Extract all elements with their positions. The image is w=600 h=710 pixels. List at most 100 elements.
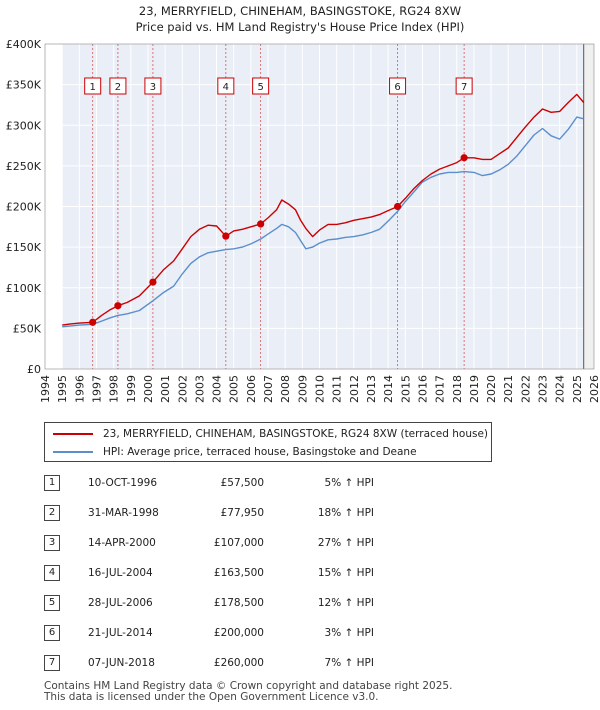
sale-number-box: [84, 77, 102, 95]
sale-point: [393, 202, 402, 211]
hpi-change: 27% ↑ HPI: [317, 537, 374, 549]
sale-number-label: 7: [461, 82, 467, 93]
sale-number-box: [455, 77, 473, 95]
sale-price: £107,000: [213, 537, 264, 549]
marker-number: 7: [44, 655, 60, 671]
x-tick-label: 2000: [142, 375, 155, 403]
marker-number: 1: [44, 475, 60, 491]
x-tick-label: 1994: [39, 375, 52, 403]
x-tick-label: 2016: [416, 375, 429, 403]
marker-number: 5: [44, 595, 60, 611]
sale-number-label: 6: [394, 82, 400, 93]
x-tick-label: 2008: [279, 375, 292, 403]
x-tick-label: 2026: [588, 375, 600, 403]
x-tick-label: 2025: [571, 375, 584, 403]
sale-date: 07-JUN-2018: [88, 657, 155, 669]
legend: 23, MERRYFIELD, CHINEHAM, BASINGSTOKE, R…: [44, 422, 492, 462]
legend-item-property: 23, MERRYFIELD, CHINEHAM, BASINGSTOKE, R…: [53, 425, 488, 443]
x-tick-label: 1997: [90, 375, 103, 403]
x-tick-label: 2005: [228, 375, 241, 403]
x-tick-label: 2006: [245, 375, 258, 403]
y-tick-label: £100K: [6, 282, 42, 295]
hpi-change: 3% ↑ HPI: [324, 627, 374, 639]
x-tick-label: 2017: [434, 375, 447, 403]
table-row: 6 21-JUL-2014 £200,000 3% ↑ HPI: [44, 624, 464, 644]
table-row: 3 14-APR-2000 £107,000 27% ↑ HPI: [44, 534, 464, 554]
chart-title: 23, MERRYFIELD, CHINEHAM, BASINGSTOKE, R…: [139, 4, 461, 18]
sale-price: £57,500: [220, 477, 264, 489]
price-chart: 23, MERRYFIELD, CHINEHAM, BASINGSTOKE, R…: [6, 4, 600, 403]
sale-number-box: [252, 77, 270, 95]
x-tick-label: 2024: [554, 375, 567, 403]
chart-subtitle: Price paid vs. HM Land Registry's House …: [136, 20, 465, 34]
sale-number-box: [144, 77, 162, 95]
x-tick-label: 2023: [537, 375, 550, 403]
y-tick-label: £300K: [6, 119, 42, 132]
sale-number-label: 5: [257, 82, 263, 93]
sale-date: 14-APR-2000: [88, 537, 156, 549]
sale-date: 16-JUL-2004: [88, 567, 153, 579]
footer-licence: This data is licensed under the Open Gov…: [44, 691, 379, 703]
x-tick-label: 2002: [176, 375, 189, 403]
sale-number-box: [217, 77, 235, 95]
marker-number: 6: [44, 625, 60, 641]
sale-point: [114, 302, 122, 310]
legend-item-hpi: HPI: Average price, terraced house, Basi…: [53, 443, 417, 461]
x-tick-label: 2012: [348, 375, 361, 403]
sale-point: [149, 278, 157, 286]
x-tick-label: 2019: [468, 375, 481, 403]
y-tick-label: £250K: [6, 160, 42, 173]
y-tick-label: £0: [27, 363, 41, 376]
footer: Contains HM Land Registry data © Crown c…: [44, 681, 452, 703]
marker-number: 3: [44, 535, 60, 551]
sale-price: £178,500: [213, 597, 264, 609]
y-tick-label: £150K: [6, 241, 42, 254]
table-row: 1 10-OCT-1996 £57,500 5% ↑ HPI: [44, 474, 464, 494]
sale-point: [460, 154, 468, 162]
marker-number: 2: [44, 505, 60, 521]
legend-swatch-hpi: [53, 451, 93, 453]
x-tick-label: 2015: [399, 375, 412, 403]
table-row: 7 07-JUN-2018 £260,000 7% ↑ HPI: [44, 654, 464, 674]
y-tick-label: £200K: [6, 201, 42, 214]
hpi-change: 12% ↑ HPI: [317, 597, 374, 609]
y-tick-label: £350K: [6, 79, 42, 92]
future-period-shading: [583, 44, 594, 369]
y-tick-label: £50K: [13, 322, 42, 335]
sale-point: [89, 318, 97, 326]
sale-number-label: 1: [90, 82, 96, 93]
x-tick-label: 2022: [519, 375, 532, 403]
x-tick-label: 2018: [451, 375, 464, 403]
sale-number-box: [109, 77, 127, 95]
legend-swatch-property: [53, 433, 93, 435]
y-tick-label: £400K: [6, 38, 42, 51]
sale-price: £260,000: [213, 657, 264, 669]
hpi-change: 15% ↑ HPI: [317, 567, 374, 579]
sale-number-label: 2: [115, 82, 121, 93]
sale-price: £200,000: [213, 627, 264, 639]
legend-label-hpi: HPI: Average price, terraced house, Basi…: [103, 446, 417, 458]
table-row: 4 16-JUL-2004 £163,500 15% ↑ HPI: [44, 564, 464, 584]
x-tick-label: 2011: [331, 375, 344, 403]
sale-point: [222, 232, 230, 240]
x-tick-label: 1999: [125, 375, 138, 403]
x-tick-label: 1998: [108, 375, 121, 403]
sale-date: 21-JUL-2014: [88, 627, 153, 639]
sale-date: 28-JUL-2006: [88, 597, 153, 609]
x-tick-label: 2020: [485, 375, 498, 403]
sale-point: [257, 220, 265, 228]
x-tick-label: 2021: [502, 375, 515, 403]
sale-number-box: [389, 77, 407, 95]
sale-date: 10-OCT-1996: [88, 477, 157, 489]
x-tick-label: 1995: [56, 375, 69, 403]
x-tick-label: 2003: [193, 375, 206, 403]
sale-price: £77,950: [220, 507, 264, 519]
x-tick-label: 2007: [262, 375, 275, 403]
x-tick-label: 2001: [159, 375, 172, 403]
footer-copyright: Contains HM Land Registry data © Crown c…: [44, 680, 453, 692]
marker-number: 4: [44, 565, 60, 581]
x-tick-label: 2013: [365, 375, 378, 403]
plot-border: [44, 43, 595, 370]
hpi-change: 18% ↑ HPI: [317, 507, 374, 519]
x-tick-label: 2014: [382, 375, 395, 403]
